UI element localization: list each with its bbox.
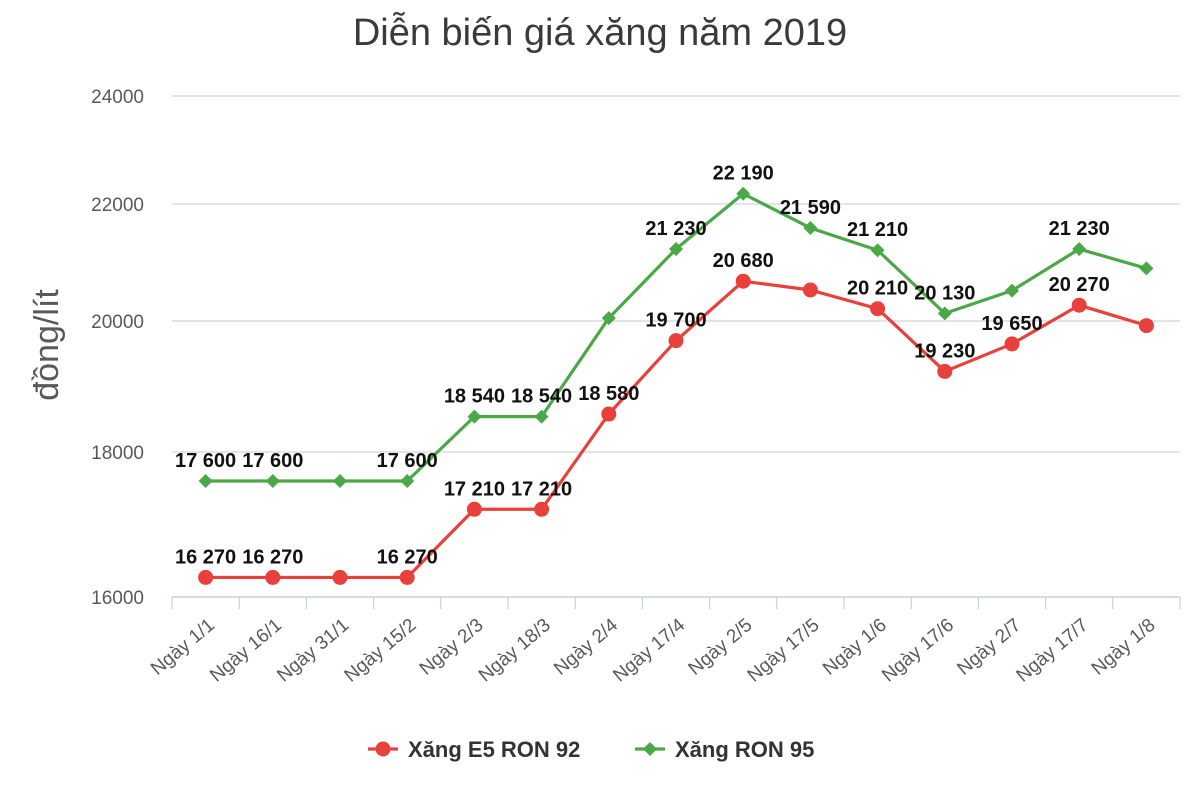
data-label: 18 580: [578, 383, 639, 405]
data-label: 16 270: [175, 546, 236, 568]
data-point: [1004, 336, 1020, 352]
data-point: [937, 306, 952, 321]
data-point: [870, 243, 885, 258]
data-point: [870, 301, 886, 317]
y-tick-label: 16000: [91, 588, 144, 609]
legend-marker: [375, 741, 391, 757]
data-label: 16 270: [242, 546, 303, 568]
y-tick-label: 22000: [91, 195, 144, 216]
y-tick-label: 20000: [91, 312, 144, 333]
data-point: [803, 220, 818, 235]
x-tick-label: Ngày 17/6: [878, 615, 958, 687]
data-label: 19 230: [914, 340, 975, 362]
data-point: [534, 501, 550, 517]
data-point: [601, 311, 616, 326]
data-label: 17 600: [175, 450, 236, 472]
data-label: 18 540: [444, 386, 505, 408]
data-label: 19 700: [645, 310, 706, 332]
y-tick-label: 24000: [91, 87, 144, 108]
x-tick-label: Ngày 16/1: [206, 615, 286, 687]
data-label: 20 130: [914, 282, 975, 304]
data-point: [466, 501, 482, 517]
data-label: 20 680: [713, 250, 774, 272]
data-point: [332, 569, 348, 585]
data-label: 17 210: [444, 478, 505, 500]
data-point: [1071, 297, 1087, 313]
data-point: [735, 273, 751, 289]
legend-label: Xăng E5 RON 92: [408, 737, 580, 762]
x-tick-label: Ngày 15/2: [341, 615, 421, 687]
legend-label: Xăng RON 95: [675, 737, 814, 762]
chart-title: Diễn biến giá xăng năm 2019: [352, 12, 848, 54]
data-label: 20 210: [847, 278, 908, 300]
data-point: [534, 409, 549, 424]
data-point: [736, 186, 751, 201]
data-label: 16 270: [377, 546, 438, 568]
data-label: 17 600: [242, 450, 303, 472]
data-point: [400, 474, 415, 488]
data-point: [265, 569, 281, 585]
x-tick-label: Ngày 31/1: [273, 615, 353, 687]
x-tick-label: Ngày 17/5: [744, 615, 824, 687]
data-point: [198, 569, 214, 585]
data-point: [1005, 283, 1019, 298]
data-point: [467, 409, 482, 424]
data-label: 21 590: [780, 197, 841, 219]
data-point: [1138, 318, 1154, 334]
data-point: [601, 406, 617, 422]
data-label: 18 540: [511, 386, 572, 408]
x-tick-label: Ngày 17/7: [1013, 615, 1093, 687]
legend-marker: [643, 742, 657, 756]
data-point: [265, 474, 280, 488]
data-label: 20 270: [1049, 274, 1110, 296]
y-axis-label: đồng/lít: [28, 289, 66, 401]
data-label: 17 600: [377, 450, 438, 472]
data-point: [399, 569, 415, 585]
data-label: 21 230: [1049, 218, 1110, 240]
data-point: [802, 282, 818, 298]
data-point: [1139, 261, 1154, 276]
x-tick-label: Ngày 17/4: [609, 614, 689, 686]
data-point: [1072, 242, 1087, 257]
data-label: 19 650: [981, 313, 1042, 335]
data-label: 21 230: [645, 218, 706, 240]
data-point: [198, 474, 213, 488]
data-label: 17 210: [511, 478, 572, 500]
data-point: [669, 242, 683, 257]
data-label: 22 190: [713, 163, 774, 185]
y-tick-label: 18000: [91, 443, 144, 464]
x-tick-label: Ngày 18/3: [475, 615, 555, 687]
data-point: [668, 333, 684, 349]
x-tick-label: Ngày 1/8: [1088, 615, 1160, 680]
data-label: 21 210: [847, 219, 908, 241]
data-point: [937, 363, 953, 379]
data-point: [333, 474, 347, 488]
